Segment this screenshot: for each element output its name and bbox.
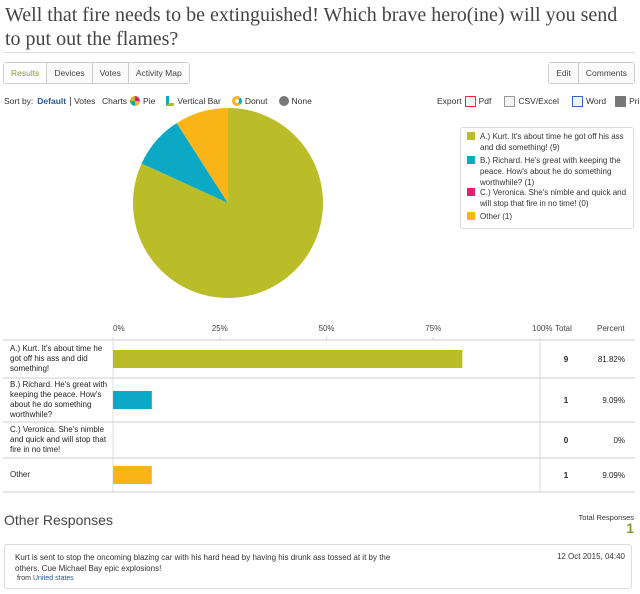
divider <box>3 52 635 53</box>
legend-label: B.) Richard. He's great with keeping the… <box>480 156 621 187</box>
result-bar <box>113 466 152 484</box>
poll-title: Well that fire needs to be extinguished!… <box>5 4 618 50</box>
legend-swatch <box>467 132 475 140</box>
option-label: Other <box>10 470 31 479</box>
export-option[interactable]: Pdf <box>478 96 492 106</box>
sort-label: Sort by: <box>4 96 34 106</box>
action-button[interactable]: Edit <box>549 63 578 83</box>
legend-label: Other (1) <box>480 212 513 221</box>
chart-option[interactable]: Vertical Bar <box>177 96 221 106</box>
total-value: 0 <box>564 436 569 445</box>
export-row: Export Pdf CSV/Excel Word Print <box>437 95 640 107</box>
axis-tick-label: 0% <box>113 324 125 333</box>
charts-row: Charts Pie Vertical Bar Donut None <box>102 95 312 107</box>
legend-swatch <box>467 156 475 164</box>
tab[interactable]: Activity Map <box>127 63 189 83</box>
pie-slice <box>133 108 324 299</box>
export-option[interactable]: CSV/Excel <box>518 96 559 106</box>
action-bar: Edit Comments <box>548 62 635 84</box>
response-location[interactable]: United states <box>32 575 74 582</box>
total-value: 1 <box>564 396 569 405</box>
legend-entry: C.) Veronica. She's nimble and quick and… <box>467 187 627 209</box>
total-value: 1 <box>564 471 569 480</box>
legend-swatch <box>467 212 475 220</box>
column-header: Total <box>555 324 572 333</box>
pdf-icon <box>464 95 476 107</box>
response-origin: from United states <box>17 575 74 582</box>
tab[interactable]: Devices <box>46 63 92 83</box>
from-label: from <box>17 575 31 582</box>
result-bar <box>113 391 152 409</box>
tab[interactable]: Votes <box>91 63 128 83</box>
other-responses-heading: Other Responses <box>4 512 113 528</box>
none-icon <box>278 96 289 106</box>
action-button[interactable]: Comments <box>577 63 634 83</box>
chart-option[interactable]: Pie <box>143 96 156 106</box>
export-label: Export <box>437 96 462 106</box>
tab-bar: Results Devices Votes Activity Map <box>3 62 190 84</box>
legend-entry: A.) Kurt. It's about time he got off his… <box>467 131 627 153</box>
total-responses: 1 <box>626 520 634 536</box>
response-date: 12 Oct 2015, 04:40 <box>556 552 625 561</box>
sort-default[interactable]: Default <box>37 96 67 106</box>
sort-votes[interactable]: Votes <box>70 96 95 106</box>
bar-icon <box>166 96 175 106</box>
axis-tick-label: 50% <box>319 324 335 333</box>
legend-label: A.) Kurt. It's about time he got off his… <box>480 132 624 152</box>
export-option[interactable]: Word <box>585 96 607 106</box>
chart-option[interactable]: Donut <box>244 96 268 106</box>
charts-label: Charts <box>102 96 128 106</box>
export-option[interactable]: Print <box>629 96 640 106</box>
total-value: 9 <box>564 355 569 364</box>
legend-swatch <box>467 188 475 196</box>
percent-value: 0% <box>613 436 625 445</box>
axis-tick-label: 100% <box>532 324 552 333</box>
percent-value: 81.82% <box>598 355 625 364</box>
response-text: Kurt is sent to stop the oncoming blazin… <box>15 553 391 573</box>
donut-icon <box>231 96 242 106</box>
pie-icon <box>130 96 141 106</box>
chart-option[interactable]: None <box>291 96 312 106</box>
axis-tick-label: 75% <box>425 324 441 333</box>
pie-slice <box>176 108 228 203</box>
option-label: B.) Richard. He's great with keeping the… <box>10 380 108 419</box>
result-bar <box>113 350 463 368</box>
option-label: A.) Kurt. It's about time he got off his… <box>10 344 103 373</box>
csv-icon <box>504 95 516 107</box>
print-icon <box>615 95 627 107</box>
percent-value: 9.09% <box>602 471 625 480</box>
percent-value: 9.09% <box>602 396 625 405</box>
legend-entry: Other (1) <box>467 211 627 222</box>
legend-entry: B.) Richard. He's great with keeping the… <box>467 155 627 188</box>
tab[interactable]: Results <box>4 63 47 83</box>
option-label: C.) Veronica. She's nimble and quick and… <box>10 425 107 454</box>
legend: A.) Kurt. It's about time he got off his… <box>460 127 634 229</box>
column-header: Percent <box>597 324 625 333</box>
word-icon <box>571 95 583 107</box>
pie-slice <box>141 123 228 203</box>
legend-label: C.) Veronica. She's nimble and quick and… <box>480 188 627 208</box>
sort-row: Sort by: Default Votes <box>4 95 95 107</box>
total-responses-label: Total Responses <box>578 513 634 522</box>
response-card: Kurt is sent to stop the oncoming blazin… <box>4 544 632 589</box>
axis-tick-label: 25% <box>212 324 228 333</box>
